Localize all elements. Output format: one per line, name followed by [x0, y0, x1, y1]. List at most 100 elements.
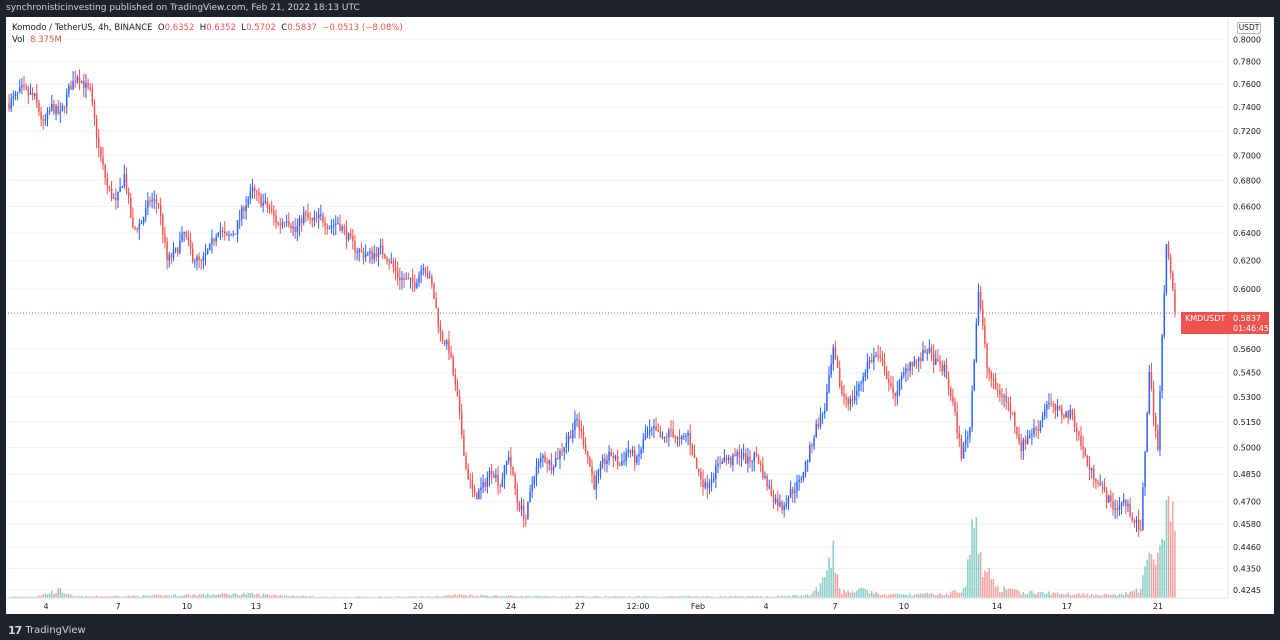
candle-body [648, 429, 651, 433]
candle-body [661, 436, 664, 438]
candle-body [712, 478, 715, 481]
candle-body [1167, 244, 1170, 258]
candle-body [98, 137, 100, 148]
volume-bar [332, 596, 335, 598]
volume-bar [187, 594, 190, 598]
candle-body [223, 231, 226, 234]
volume-bar [941, 595, 943, 598]
candle-body [646, 432, 649, 435]
chart-pane[interactable] [6, 17, 1274, 614]
price-tick-label: 0.4460 [1233, 543, 1261, 552]
candle-body [1005, 396, 1007, 402]
volume-bar [860, 587, 862, 598]
volume-bar [151, 595, 153, 598]
volume-bar [153, 594, 156, 598]
volume-bar [12, 596, 15, 598]
candle-body [478, 490, 480, 500]
candle-body [245, 205, 247, 212]
candle-body [540, 457, 542, 462]
volume-bar [499, 596, 501, 598]
volume-bar [454, 594, 457, 598]
volume-bar [16, 596, 19, 598]
volume-bar [1165, 499, 1168, 598]
volume-bar [29, 596, 32, 598]
volume-bar [516, 596, 519, 598]
low-label: L [241, 23, 247, 33]
volume-bar [260, 595, 262, 598]
candle-body [766, 476, 768, 487]
candle-body [125, 174, 128, 192]
volume-bar [388, 596, 390, 598]
volume-bar [847, 590, 849, 598]
candle-body [285, 221, 288, 223]
volume-bar [542, 596, 544, 598]
candle-body [877, 354, 879, 357]
candle-body [1120, 502, 1123, 506]
candle-body [264, 201, 267, 203]
candle-body [973, 360, 975, 391]
candle-body [828, 374, 830, 392]
candle-body [550, 460, 553, 471]
volume-bar [215, 595, 217, 598]
volume-bar [74, 596, 77, 598]
time-axis: 4 7 10 13 17 20 24 27 12:00 Feb 4 7 10 14 17 21 [6, 597, 1228, 611]
volume-bar [999, 592, 1001, 598]
volume-bar [525, 595, 527, 598]
candle-body [273, 210, 275, 216]
volume-bar [727, 596, 730, 598]
volume-bar [458, 594, 461, 598]
candle-body [1011, 412, 1014, 414]
volume-bar [928, 593, 931, 598]
candle-body [1024, 439, 1027, 445]
candle-body [33, 93, 36, 96]
volume-bar [800, 595, 803, 598]
candle-body [228, 235, 230, 237]
volume-bar [665, 596, 668, 598]
candle-body [787, 497, 790, 504]
candle-body [994, 378, 997, 390]
candle-body [742, 453, 745, 457]
candle-body [121, 186, 123, 188]
candle-body [789, 489, 792, 498]
volume-bar [223, 593, 226, 598]
legend-row-volume: Vol 8.375M [12, 34, 403, 46]
tradingview-logo[interactable]: 17 TradingView [8, 624, 86, 637]
candle-body [202, 256, 205, 261]
price-tick-label: 0.5000 [1233, 444, 1261, 453]
candle-body [826, 391, 828, 411]
volume-bar [563, 596, 565, 598]
volume-bar [209, 595, 211, 598]
candle-body [414, 282, 416, 289]
candle-body [1046, 404, 1048, 410]
volume-bar [636, 595, 638, 598]
volume-bar [392, 596, 395, 598]
volume-bar [33, 596, 36, 598]
candle-body [268, 207, 271, 209]
candle-body [879, 356, 882, 359]
currency-badge[interactable]: USDT [1237, 22, 1261, 34]
volume-bar [907, 595, 909, 598]
candle-body [885, 371, 888, 379]
candle-body [836, 359, 839, 369]
candle-body [420, 269, 422, 275]
volume-bar [589, 596, 591, 598]
candle-body [307, 213, 309, 218]
price-tick-label: 0.6200 [1233, 257, 1261, 266]
volume-bar [732, 596, 734, 598]
candle-body [911, 362, 914, 366]
candle-body [698, 468, 700, 473]
candle-body [157, 203, 160, 206]
volume-bar [469, 594, 472, 598]
candle-body [516, 488, 519, 503]
candle-body [332, 225, 335, 227]
candle-body [525, 518, 527, 520]
candle-body [1073, 415, 1076, 428]
candle-body [1065, 411, 1067, 418]
volume-bar [202, 593, 205, 598]
volume-bar [676, 596, 679, 598]
candle-body [495, 474, 497, 478]
candle-body [162, 215, 164, 235]
candle-body [734, 454, 736, 456]
candle-body [710, 480, 713, 484]
